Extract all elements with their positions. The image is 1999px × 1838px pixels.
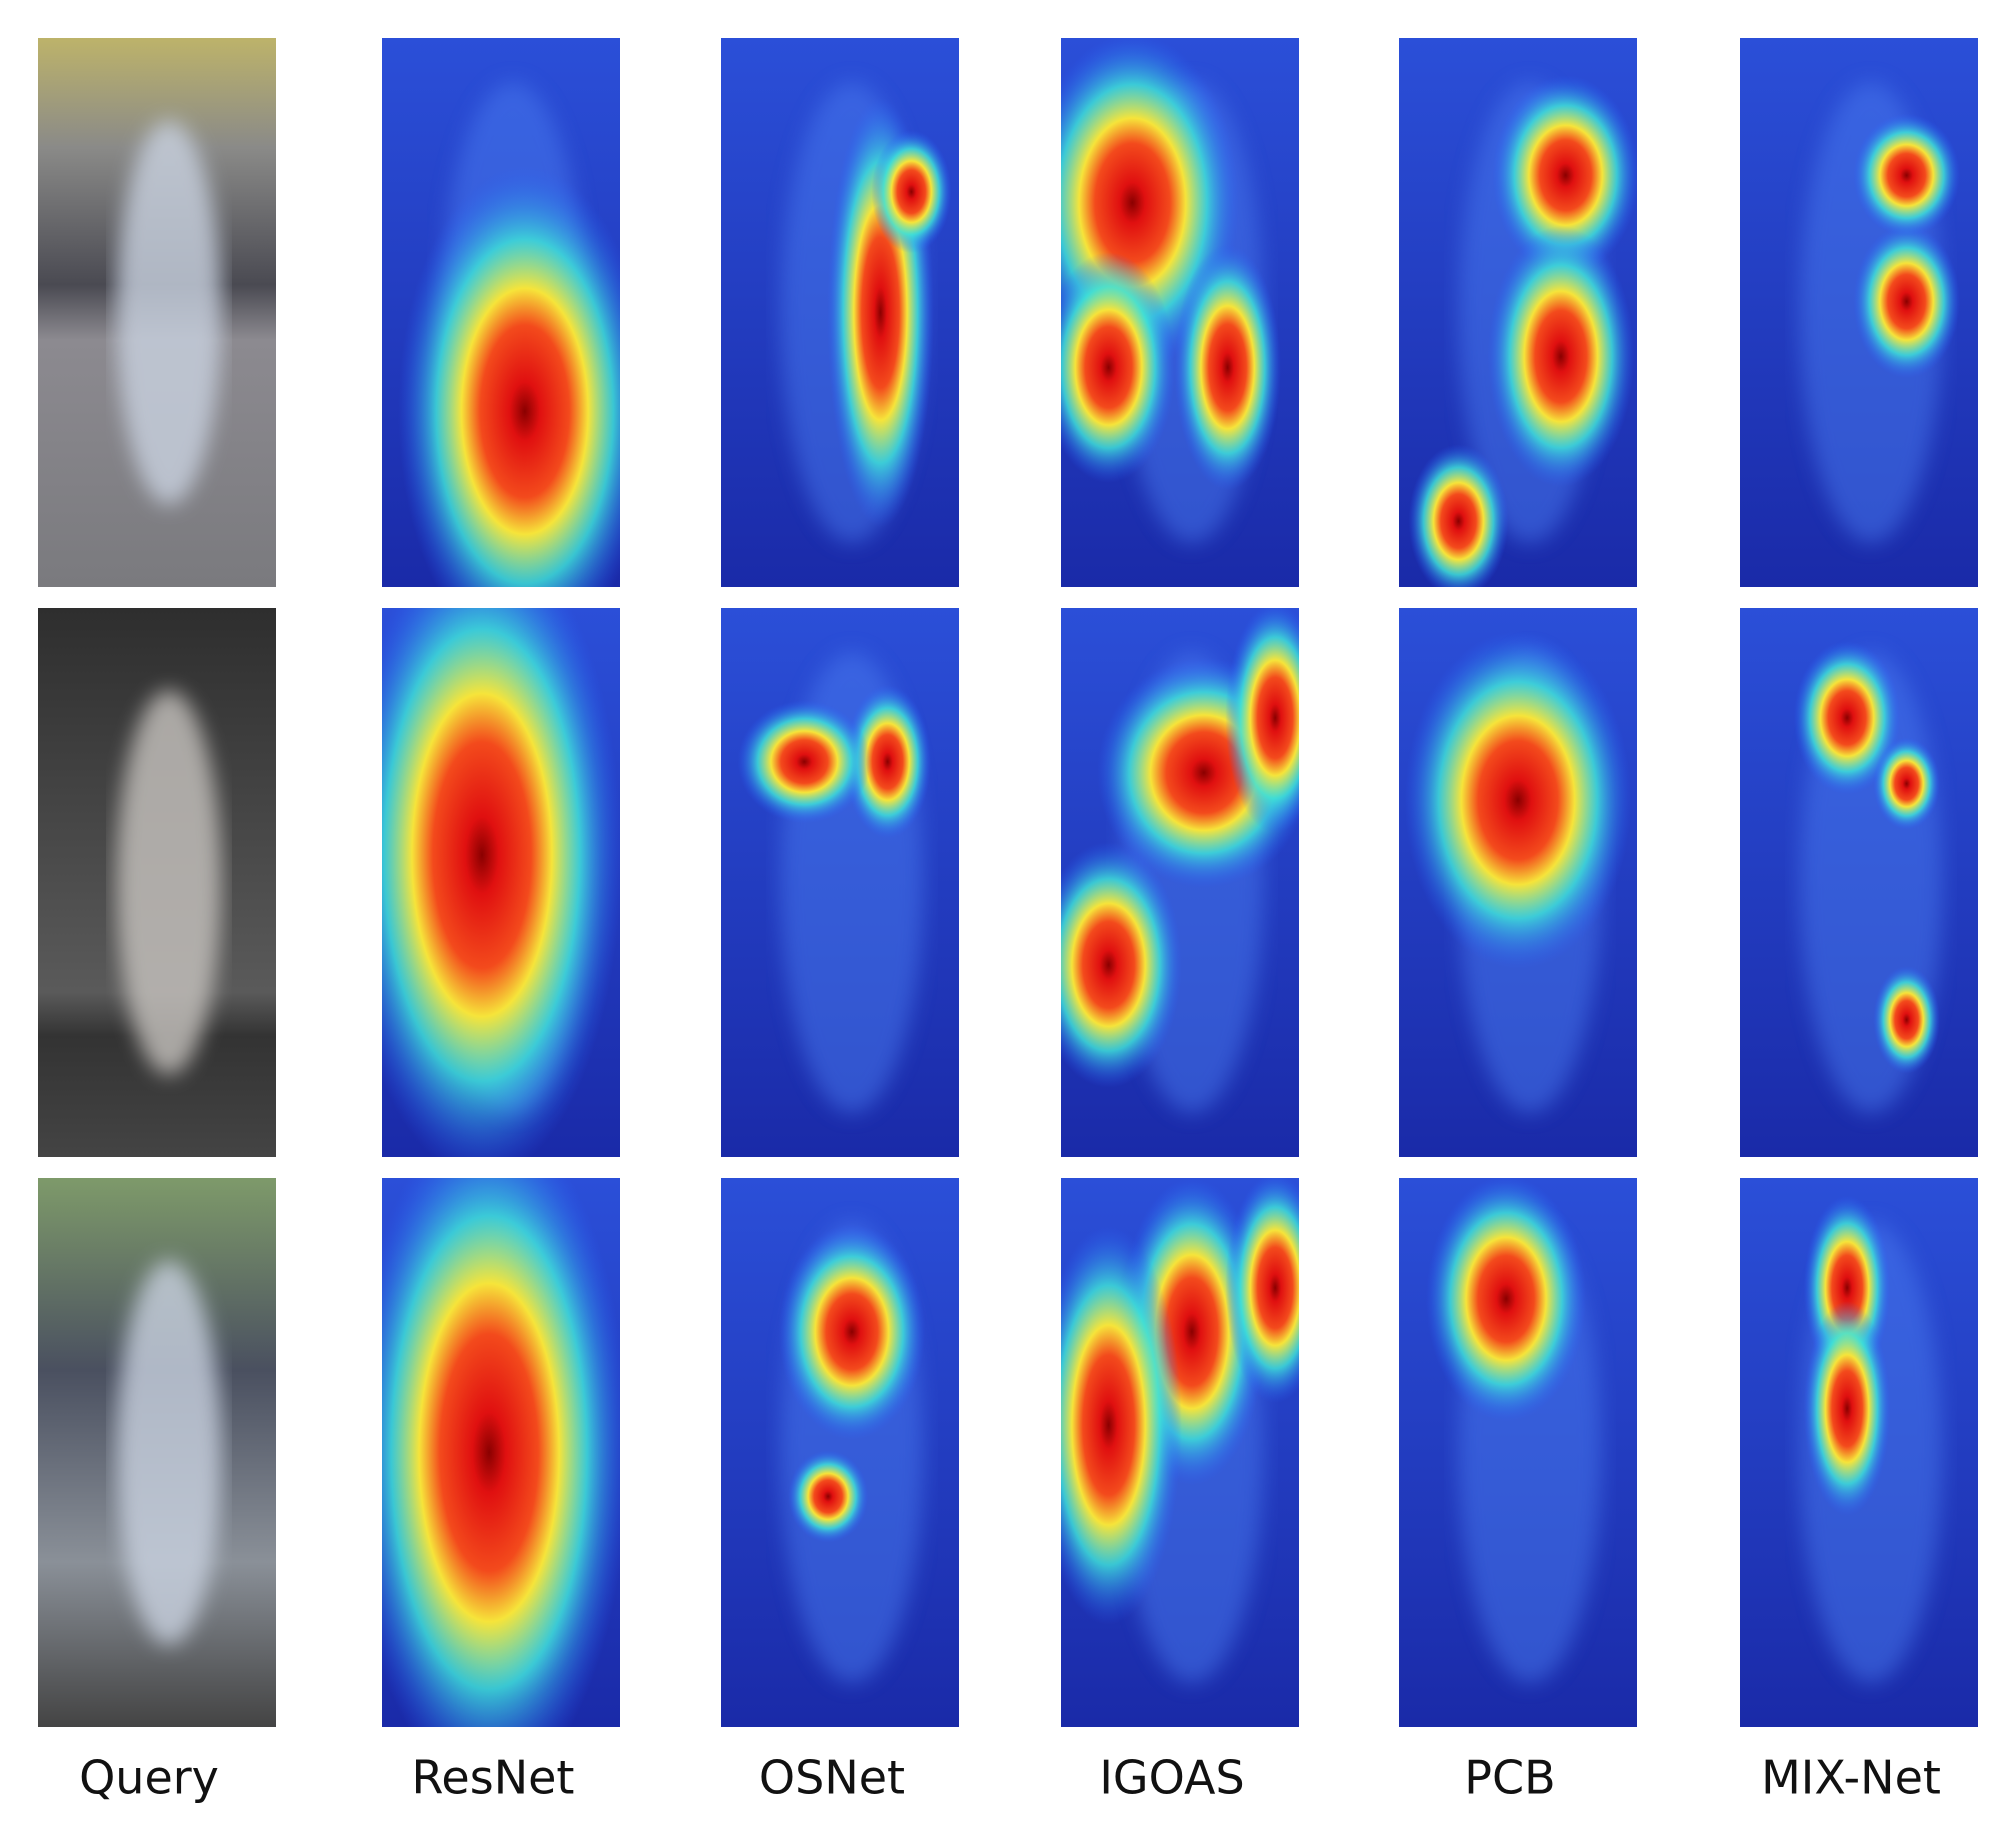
heatmap-panel — [1399, 1178, 1637, 1727]
heat-spot — [1225, 608, 1299, 834]
heatmap-panel — [1061, 38, 1299, 587]
heat-spot — [1793, 640, 1901, 795]
heat-spot — [1061, 1225, 1182, 1625]
heat-spot — [398, 165, 620, 587]
heatmap-panel — [382, 1178, 620, 1727]
heat-spot — [1803, 1300, 1891, 1517]
query-image — [38, 38, 276, 587]
heat-spot — [1426, 1178, 1587, 1422]
heat-spot — [778, 1224, 926, 1440]
heat-spot — [1061, 252, 1176, 483]
heat-spot — [1873, 965, 1940, 1074]
column-label: ResNet — [412, 1751, 575, 1805]
column-label: OSNet — [759, 1751, 905, 1805]
heat-spot — [1853, 113, 1960, 237]
heat-spot — [382, 608, 620, 1157]
heatmap-panel — [382, 38, 620, 587]
column-label: PCB — [1464, 1751, 1555, 1805]
heat-spot — [788, 1450, 869, 1543]
heatmap-panel — [1399, 608, 1637, 1157]
column-label: Query — [79, 1751, 219, 1805]
heatmap-panel — [721, 1178, 959, 1727]
query-image — [38, 1178, 276, 1727]
heatmap-panel — [1399, 38, 1637, 587]
person — [116, 120, 222, 505]
heatmap-panel — [1740, 608, 1978, 1157]
heat-spot — [1061, 841, 1182, 1088]
column-label: MIX-Net — [1761, 1751, 1941, 1805]
query-image — [38, 608, 276, 1157]
heat-spot — [871, 130, 952, 254]
heat-spot — [1404, 631, 1632, 970]
heat-spot — [382, 1178, 620, 1727]
heatmap-panel — [382, 608, 620, 1157]
heat-spot — [737, 700, 871, 824]
heat-spot — [844, 684, 931, 839]
heat-spot — [1174, 244, 1281, 491]
heatmap-panel — [1061, 608, 1299, 1157]
heatmap-panel — [721, 38, 959, 587]
heat-spot — [1492, 75, 1637, 276]
heatmap-panel — [1740, 1178, 1978, 1727]
heat-spot — [1487, 225, 1635, 488]
heat-spot — [1408, 444, 1509, 587]
heat-spot — [1853, 224, 1960, 379]
heatmap-panel — [1061, 1178, 1299, 1727]
heat-spot — [1873, 737, 1940, 830]
heat-spot — [1225, 1178, 1299, 1404]
person — [116, 1260, 222, 1645]
column-label: IGOAS — [1099, 1751, 1244, 1805]
heatmap-panel — [721, 608, 959, 1157]
person — [116, 690, 222, 1075]
heatmap-panel — [1740, 38, 1978, 587]
